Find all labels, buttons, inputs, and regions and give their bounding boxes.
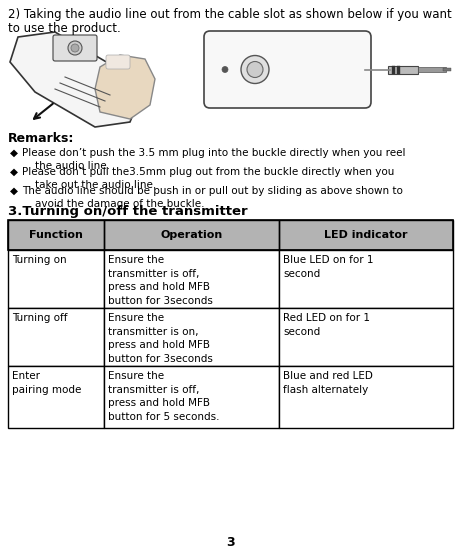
Text: Ensure the
transmitter is on,
press and hold MFB
button for 3seconds: Ensure the transmitter is on, press and … [108, 313, 213, 364]
Bar [443, 68, 451, 71]
Circle shape [68, 41, 82, 55]
FancyBboxPatch shape [106, 55, 130, 69]
Text: to use the product.: to use the product. [8, 22, 121, 35]
Text: Blue and red LED
flash alternately: Blue and red LED flash alternately [284, 371, 373, 394]
Circle shape [241, 56, 269, 84]
Text: The audio line should be push in or pull out by sliding as above shown to
    av: The audio line should be push in or pull… [22, 186, 403, 209]
Circle shape [71, 44, 79, 52]
Text: Enter
pairing mode: Enter pairing mode [12, 371, 82, 394]
Bar [279, 220, 453, 250]
Bar [104, 250, 279, 308]
Bar [279, 250, 453, 308]
FancyBboxPatch shape [53, 35, 97, 61]
Bar [8, 366, 104, 428]
Text: LED indicator: LED indicator [325, 230, 408, 240]
Bar [397, 66, 400, 74]
Text: Red LED on for 1
second: Red LED on for 1 second [284, 313, 371, 336]
Circle shape [222, 66, 228, 72]
Circle shape [247, 61, 263, 77]
Text: Remarks:: Remarks: [8, 132, 74, 145]
Polygon shape [95, 55, 155, 119]
Bar [8, 220, 453, 250]
Text: ◆: ◆ [10, 148, 18, 158]
Bar [104, 366, 279, 428]
Text: Operation: Operation [160, 230, 223, 240]
Text: 3: 3 [226, 536, 235, 549]
Text: ◆: ◆ [10, 186, 18, 196]
Bar [104, 220, 279, 250]
Text: 3.Turning on/off the transmitter: 3.Turning on/off the transmitter [8, 205, 248, 218]
Text: Function: Function [29, 230, 83, 240]
Bar [388, 66, 418, 74]
Text: Ensure the
transmitter is off,
press and hold MFB
button for 5 seconds.: Ensure the transmitter is off, press and… [108, 371, 219, 422]
Bar [8, 308, 104, 366]
Text: 2) Taking the audio line out from the cable slot as shown below if you want: 2) Taking the audio line out from the ca… [8, 8, 452, 21]
FancyBboxPatch shape [204, 31, 371, 108]
Bar [279, 308, 453, 366]
Text: ◆: ◆ [10, 167, 18, 177]
Bar [8, 220, 104, 250]
Bar [279, 366, 453, 428]
Text: Ensure the
transmitter is off,
press and hold MFB
button for 3seconds: Ensure the transmitter is off, press and… [108, 255, 213, 306]
Text: Please don’t pull the3.5mm plug out from the buckle directly when you
    take o: Please don’t pull the3.5mm plug out from… [22, 167, 394, 190]
Bar [8, 250, 104, 308]
Bar [104, 308, 279, 366]
Bar [418, 67, 446, 72]
Text: Blue LED on for 1
second: Blue LED on for 1 second [284, 255, 374, 278]
Bar [392, 66, 395, 74]
Text: Turning off: Turning off [12, 313, 67, 323]
Polygon shape [10, 32, 140, 127]
Text: Turning on: Turning on [12, 255, 67, 265]
Text: Please don’t push the 3.5 mm plug into the buckle directly when you reel
    the: Please don’t push the 3.5 mm plug into t… [22, 148, 406, 171]
